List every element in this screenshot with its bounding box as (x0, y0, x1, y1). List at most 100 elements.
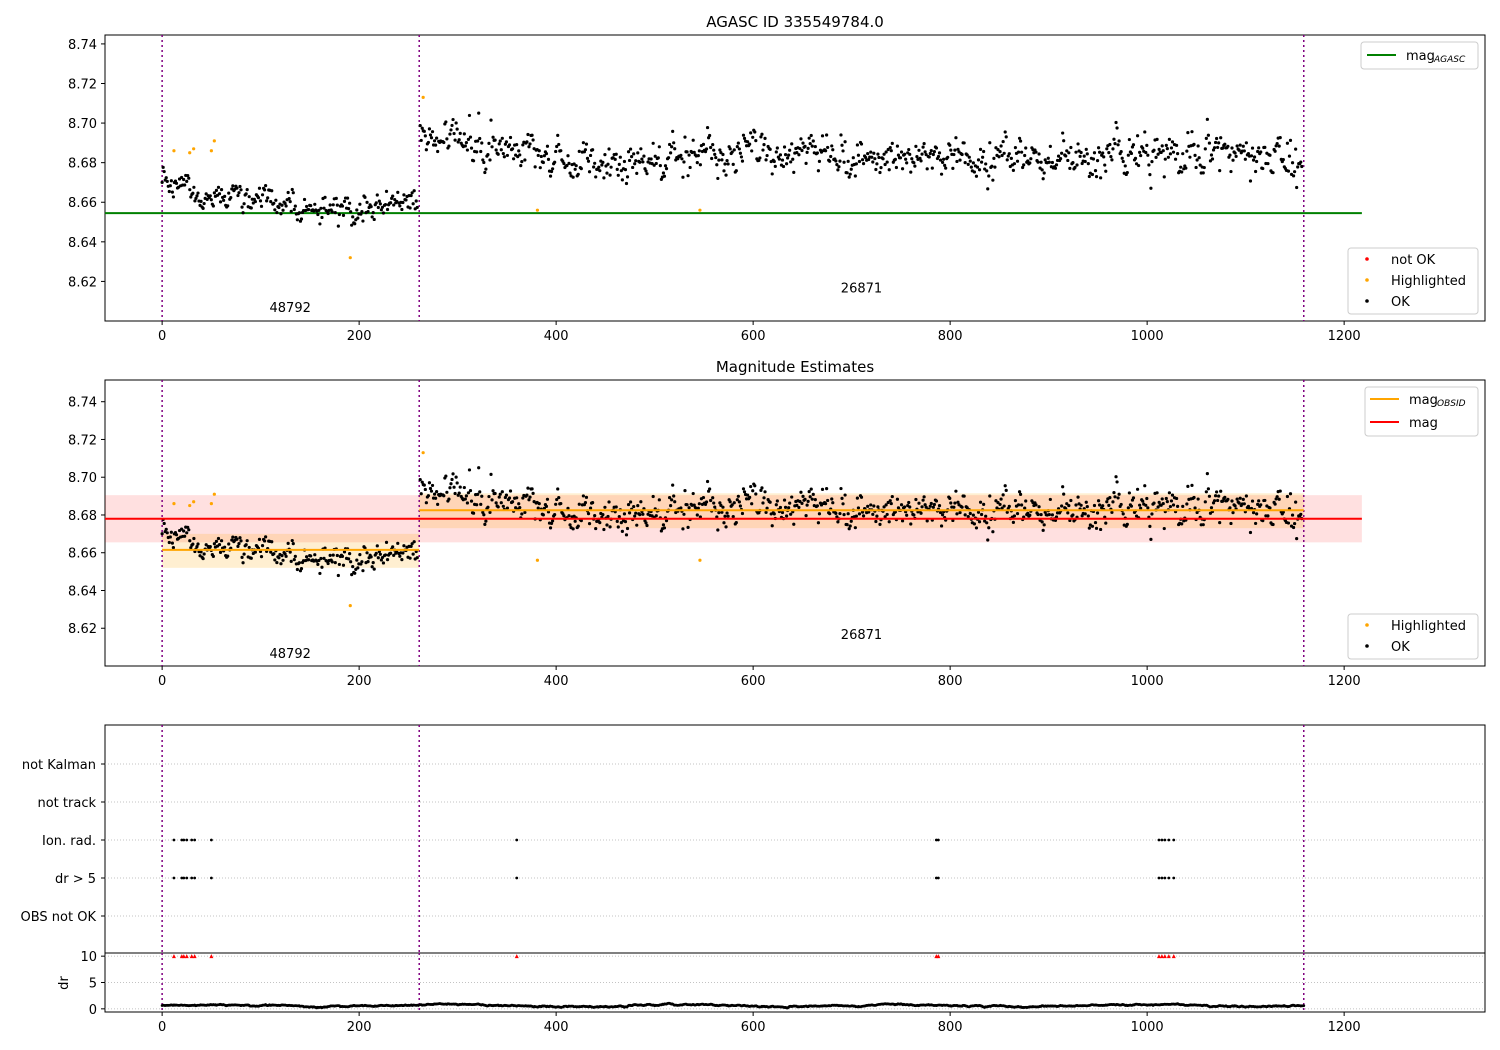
ok-point (1093, 520, 1098, 525)
ok-point (628, 147, 633, 151)
ok-point (730, 150, 734, 154)
ok-point (856, 153, 861, 157)
ok-point (1263, 498, 1267, 503)
ok-point (1115, 126, 1119, 130)
ok-point (566, 154, 570, 158)
ok-point (909, 522, 913, 526)
ok-point (430, 130, 435, 134)
obsid-label: 26871 (841, 628, 882, 643)
ok-point (497, 495, 501, 499)
ok-point (272, 201, 276, 205)
dr-clipped-marker (936, 954, 941, 959)
ok-point (1241, 497, 1245, 501)
ok-point (201, 206, 205, 210)
ok-point (955, 159, 959, 164)
ok-point (562, 161, 566, 166)
ok-point (356, 216, 360, 220)
ok-point (969, 165, 973, 169)
ok-point (783, 505, 788, 509)
ok-point (295, 567, 299, 572)
ok-point (331, 553, 335, 557)
ok-point (277, 205, 281, 210)
ok-point (400, 207, 404, 212)
ok-point (483, 522, 487, 526)
ok-point (237, 191, 241, 195)
ok-point (597, 165, 601, 169)
ok-point (160, 532, 164, 536)
ok-point (577, 502, 581, 506)
flag-point (193, 876, 197, 880)
ok-point (336, 224, 340, 228)
ok-point (632, 152, 636, 156)
ok-point (164, 527, 168, 531)
ok-point (857, 159, 862, 164)
ok-point (972, 522, 977, 526)
ok-point (949, 501, 953, 505)
ok-point (168, 184, 172, 188)
ok-point (507, 496, 512, 500)
ok-point (365, 551, 369, 555)
ok-point (227, 542, 231, 546)
ok-point (834, 159, 838, 163)
ok-point (1266, 161, 1270, 166)
ok-point (860, 510, 865, 514)
ok-point (672, 494, 676, 498)
ok-point (182, 177, 186, 182)
ok-point (1053, 166, 1058, 170)
highlighted-point (535, 208, 540, 212)
ok-point (806, 146, 810, 150)
ok-point (284, 554, 288, 558)
ok-point (836, 168, 840, 172)
ok-point (717, 510, 721, 515)
ok-point (326, 211, 330, 216)
ok-point (962, 494, 966, 498)
ok-point (341, 213, 346, 217)
ok-point (491, 489, 495, 493)
ok-point (392, 553, 396, 557)
ok-point (809, 487, 813, 491)
ok-point (1141, 499, 1145, 503)
flag-point (515, 838, 519, 842)
ok-point (293, 204, 297, 208)
ok-point (688, 165, 692, 170)
panel4-ylabel: dr (57, 976, 72, 990)
ok-point (790, 495, 794, 499)
ok-point (432, 139, 437, 143)
ok-point (453, 138, 457, 142)
ok-point (260, 544, 265, 548)
ok-point (759, 488, 763, 492)
ok-point (1145, 143, 1149, 147)
legend-label: Highlighted (1391, 619, 1466, 634)
ok-point (960, 152, 964, 157)
ok-point (774, 503, 778, 507)
ok-point (170, 541, 174, 545)
ok-point (617, 162, 621, 166)
ok-point (1139, 153, 1143, 158)
ok-point (728, 500, 732, 504)
ok-point (1105, 147, 1109, 151)
ok-point (1137, 163, 1141, 168)
ok-point (573, 167, 577, 171)
panel4-ytick-label: 10 (80, 950, 97, 965)
ok-point (435, 136, 439, 140)
ok-point (740, 511, 745, 516)
ok-point (903, 505, 907, 509)
ok-point (448, 486, 452, 490)
ok-point (1129, 151, 1134, 156)
ok-point (701, 142, 706, 146)
ok-point (917, 148, 921, 152)
ok-point (955, 512, 959, 516)
ok-point (1278, 489, 1282, 493)
ok-point (653, 154, 657, 158)
ok-point (219, 539, 224, 543)
panel1-xtick-label: 200 (347, 329, 372, 344)
ok-point (1174, 143, 1179, 147)
ok-point (912, 513, 916, 517)
ok-point (919, 511, 923, 515)
ok-point (649, 157, 653, 161)
panel4-xtick-label: 600 (741, 1020, 766, 1035)
ok-point (1205, 117, 1209, 121)
ok-point (831, 501, 835, 505)
ok-point (340, 554, 345, 558)
ok-point (426, 494, 431, 498)
